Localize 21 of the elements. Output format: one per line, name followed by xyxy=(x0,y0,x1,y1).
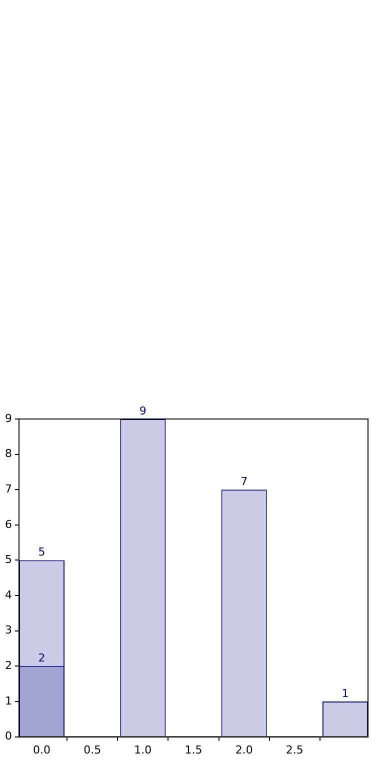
y-tick-label: 2 xyxy=(5,659,12,672)
y-tick-label: 5 xyxy=(5,553,12,566)
y-tick-label: 8 xyxy=(5,447,12,460)
y-tick-label: 7 xyxy=(5,482,12,496)
y-tick-label: 1 xyxy=(5,694,12,708)
data-label: 2 xyxy=(38,652,46,665)
y-tick-label: 4 xyxy=(5,588,12,602)
y-tick-label: 9 xyxy=(5,412,12,425)
y-tick-label: 3 xyxy=(5,624,12,637)
x-tick-label: 1.5 xyxy=(184,743,202,756)
x-tick-label: 2.5 xyxy=(286,743,304,756)
x-tick-label: 2.0 xyxy=(235,743,253,756)
x-tick-label: 1.0 xyxy=(134,743,152,756)
x-tick-label: 0.0 xyxy=(33,743,51,756)
x-tick-label: 0.5 xyxy=(84,743,102,756)
data-label: 5 xyxy=(38,546,46,559)
y-tick-label: 0 xyxy=(5,730,12,743)
data-label: 7 xyxy=(240,474,248,488)
y-tick-label: 6 xyxy=(5,518,12,531)
data-label: 9 xyxy=(139,404,146,418)
data-label: 1 xyxy=(342,686,349,700)
